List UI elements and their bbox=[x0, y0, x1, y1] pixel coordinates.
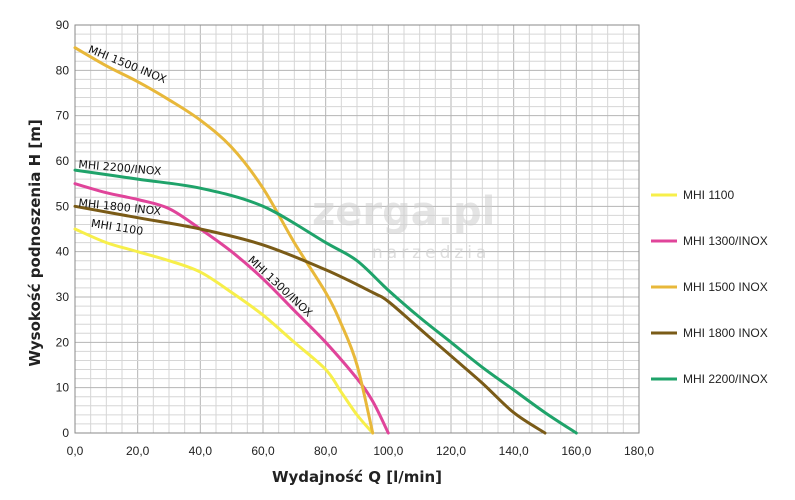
series-line-mhi-1300-inox bbox=[73, 182, 390, 435]
legend-entry-mhi-1100: MHI 1100 bbox=[683, 188, 734, 202]
x-tick-label: 180,0 bbox=[624, 444, 654, 458]
y-axis-title: Wysokość podnoszenia H [m] bbox=[26, 119, 44, 366]
series-lines bbox=[73, 46, 578, 435]
x-tick-label: 120,0 bbox=[436, 444, 466, 458]
y-tick-label: 10 bbox=[56, 381, 70, 395]
y-tick-label: 0 bbox=[62, 426, 69, 440]
series-line-mhi-1800-inox bbox=[73, 204, 547, 435]
watermark: zerga.pl narzedzia bbox=[312, 189, 495, 263]
y-tick-label: 30 bbox=[56, 290, 70, 304]
x-tick-label: 0,0 bbox=[67, 444, 84, 458]
y-tick-label: 40 bbox=[56, 245, 70, 259]
x-tick-label: 40,0 bbox=[189, 444, 213, 458]
x-tick-label: 60,0 bbox=[251, 444, 275, 458]
legend-entry-mhi-1800-inox: MHI 1800 INOX bbox=[683, 326, 768, 340]
y-tick-label: 60 bbox=[56, 154, 70, 168]
legend-entry-mhi-1300-inox: MHI 1300/INOX bbox=[683, 234, 768, 248]
y-tick-label: 70 bbox=[56, 109, 70, 123]
x-tick-label: 140,0 bbox=[499, 444, 529, 458]
curve-label-mhi-1100: MHI 1100 bbox=[90, 217, 144, 238]
y-tick-label: 50 bbox=[56, 199, 70, 213]
watermark-brand: zerga.pl bbox=[312, 189, 495, 235]
y-tick-label: 20 bbox=[56, 335, 70, 349]
legend-entry-mhi-1500-inox: MHI 1500 INOX bbox=[683, 280, 768, 294]
y-tick-label: 90 bbox=[56, 18, 70, 32]
series-line-mhi-2200-inox bbox=[73, 168, 578, 435]
legend-entry-mhi-2200-inox: MHI 2200/INOX bbox=[683, 372, 768, 386]
series-line-mhi-1500-inox bbox=[73, 46, 375, 435]
series-line-mhi-1100 bbox=[73, 227, 375, 435]
axis-ticks: 0,0 20,0 40,0 60,0 80,0 100,0 120,0 140,0 160,0 1… bbox=[56, 18, 655, 458]
x-tick-label: 20,0 bbox=[126, 444, 150, 458]
x-axis-title: Wydajność Q [l/min] bbox=[272, 468, 442, 486]
y-tick-label: 80 bbox=[56, 63, 70, 77]
x-tick-label: 80,0 bbox=[314, 444, 338, 458]
legend: MHI 1100 MHI 1300/INOX MHI 1500 INOX MHI 18… bbox=[651, 188, 768, 386]
watermark-tagline: narzedzia bbox=[372, 243, 490, 263]
x-tick-label: 100,0 bbox=[373, 444, 403, 458]
x-tick-label: 160,0 bbox=[561, 444, 591, 458]
